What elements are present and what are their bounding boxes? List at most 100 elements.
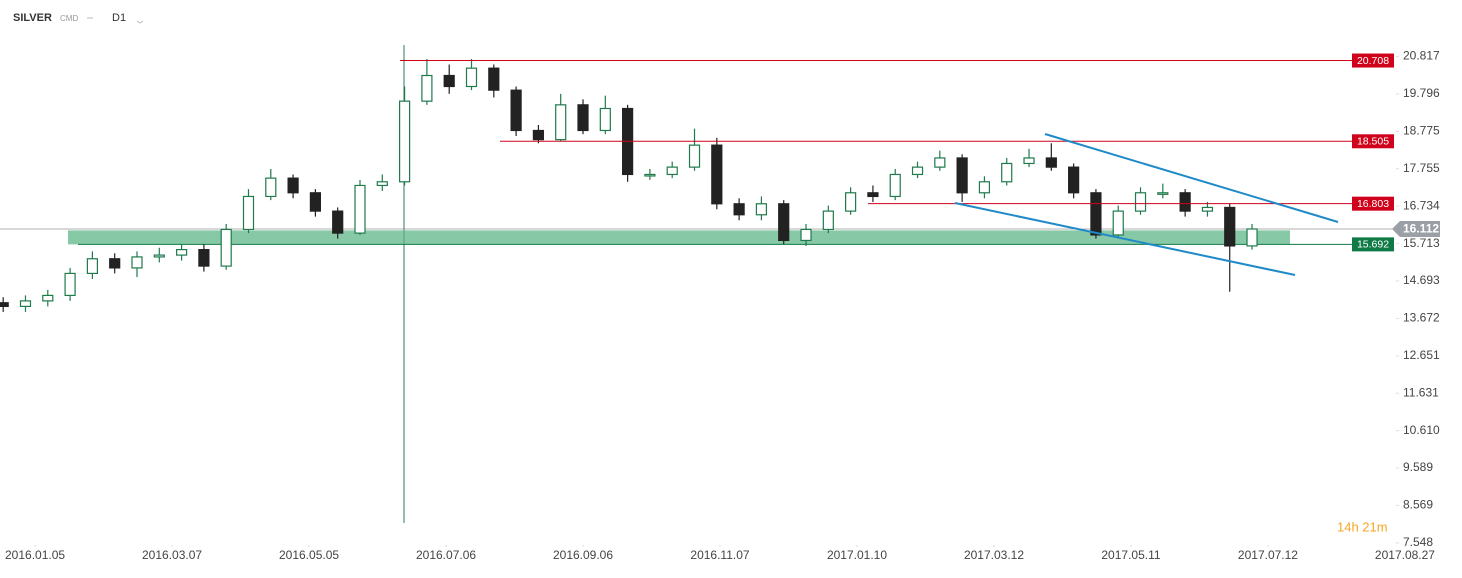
candle-body (332, 210, 344, 234)
candle-body (755, 203, 768, 216)
candle-body (800, 228, 812, 242)
candle-body (198, 248, 210, 267)
candle-body (1112, 210, 1124, 236)
candle-body (488, 67, 500, 91)
candle-body (845, 192, 857, 212)
candle-body (688, 144, 701, 168)
candle-body (956, 157, 968, 194)
y-tick-label: 10.610 (1403, 423, 1440, 437)
dropdown-icon[interactable] (136, 20, 144, 24)
level-box (1352, 196, 1394, 211)
candle-body (175, 248, 188, 256)
y-tick-label: 20.817 (1403, 49, 1440, 63)
candle-body (666, 166, 678, 176)
x-tick-label: 2016.03.07 (142, 548, 202, 562)
candle-body (1201, 206, 1214, 212)
candle-body (1001, 162, 1013, 183)
candle-body (86, 258, 98, 275)
interval[interactable]: D1 (112, 12, 126, 24)
y-tick-label: 12.651 (1403, 348, 1440, 362)
candle-body (265, 177, 277, 198)
candle-body (287, 177, 299, 194)
x-tick-label: 2017.07.12 (1238, 548, 1298, 562)
candle-body (242, 195, 255, 231)
market: CMD (60, 14, 78, 23)
candle-body (889, 173, 901, 198)
support-label: 15.692 (1357, 239, 1389, 251)
candle-body (309, 192, 321, 212)
candle-body (0, 302, 9, 308)
support-box (1352, 237, 1394, 252)
x-tick-label: 2016.05.05 (279, 548, 339, 562)
candle-body (1246, 228, 1258, 247)
support-zone (68, 230, 1290, 245)
candle-body (733, 203, 745, 216)
last-price-label: 16.112 (1403, 222, 1439, 236)
candle-body (778, 203, 790, 242)
level-label: 16.803 (1357, 198, 1389, 210)
candle-body (19, 300, 32, 308)
candle-body (131, 256, 143, 269)
y-tick-label: 11.631 (1403, 385, 1439, 399)
x-tick-label: 2016.01.05 (5, 548, 65, 562)
candle-body (109, 258, 121, 269)
y-tick-label: 8.569 (1403, 498, 1433, 512)
y-tick-label: 14.693 (1403, 273, 1440, 287)
candle-body (42, 294, 54, 302)
x-tick-label: 2016.07.06 (416, 548, 476, 562)
candle-body (1068, 166, 1080, 194)
trend-line (954, 202, 1296, 276)
candle-body (354, 184, 366, 234)
candle-body (1224, 206, 1236, 247)
trend-line (1044, 133, 1339, 223)
candle-body (1157, 192, 1169, 195)
level-box (1352, 134, 1394, 149)
last-price-box (1392, 220, 1440, 237)
candle-body (220, 228, 232, 267)
level-label: 18.505 (1357, 136, 1389, 148)
candle-body (934, 157, 946, 168)
candle-body (555, 104, 567, 141)
candle-body (978, 181, 991, 194)
candle-body (711, 144, 723, 205)
y-tick-label: 19.796 (1403, 86, 1440, 100)
x-tick-label: 2017.08.27 (1375, 548, 1435, 562)
y-tick-label: 17.755 (1403, 161, 1440, 175)
candle-body (1045, 157, 1057, 168)
candle-body (153, 254, 165, 258)
candle-body (64, 272, 76, 297)
candle-body (532, 129, 545, 141)
x-tick-label: 2016.09.06 (553, 548, 613, 562)
y-tick-label: 13.672 (1403, 311, 1440, 325)
candle-body (421, 74, 433, 102)
y-tick-label: 9.589 (1403, 460, 1433, 474)
candle-body (577, 104, 589, 132)
y-tick-label: 7.548 (1403, 535, 1433, 549)
x-tick-label: 2017.05.11 (1101, 548, 1160, 562)
candle-body (867, 192, 879, 198)
countdown: 14h 21m (1337, 519, 1388, 534)
candle-body (911, 166, 924, 176)
candle-body (1090, 192, 1102, 236)
candle-body (465, 67, 478, 88)
candle-body (376, 181, 388, 187)
x-tick-label: 2017.03.12 (964, 548, 1024, 562)
x-tick-label: 2016.11.07 (690, 548, 749, 562)
candle-body (822, 210, 834, 231)
candle-body (1179, 192, 1191, 212)
y-tick-label: 16.734 (1403, 198, 1440, 212)
level-label: 20.708 (1357, 55, 1389, 67)
y-tick-label: 15.713 (1403, 236, 1440, 250)
candle-body (510, 89, 522, 132)
candle-body (599, 107, 611, 132)
candle-body (399, 100, 411, 183)
y-tick-label: 18.775 (1403, 124, 1440, 138)
candle-body (443, 74, 455, 88)
candle-body (1134, 192, 1147, 212)
level-box (1352, 53, 1394, 68)
symbol[interactable]: SILVER (13, 12, 52, 24)
candle-body (1023, 157, 1035, 165)
candle-body (644, 173, 656, 177)
